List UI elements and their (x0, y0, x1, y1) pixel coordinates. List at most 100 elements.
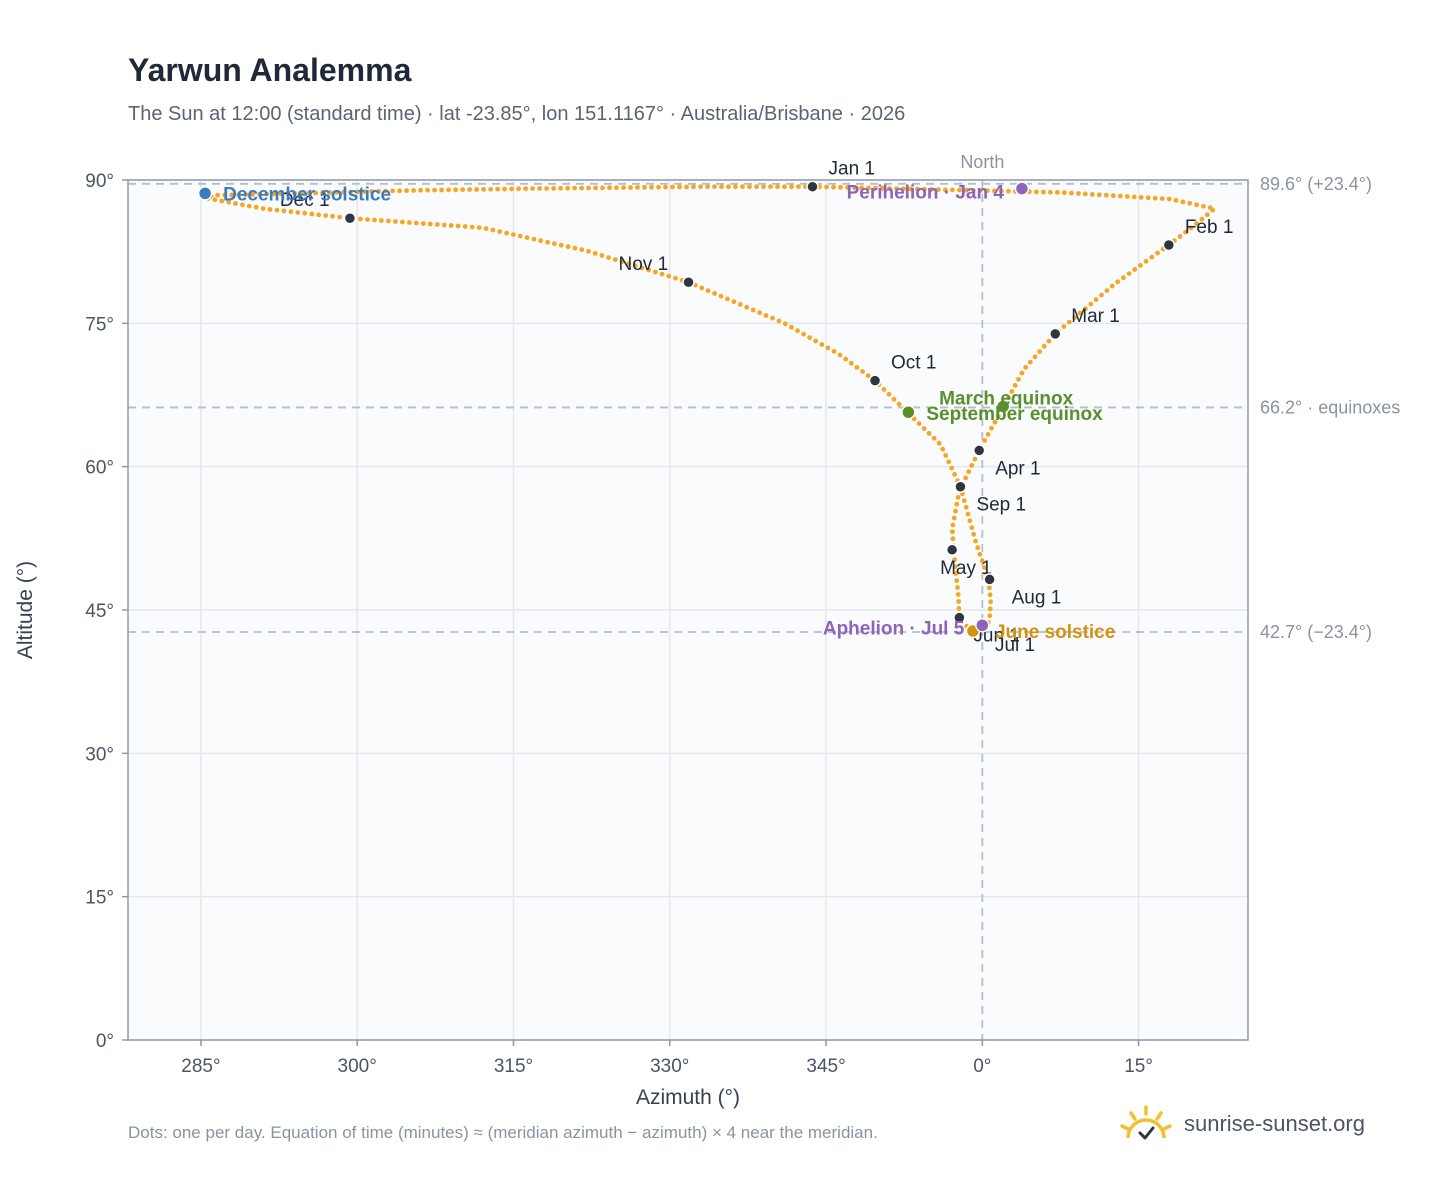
reference-line-label: 89.6° (+23.4°) (1260, 174, 1372, 194)
daily-dot (579, 185, 584, 191)
daily-dot (837, 352, 843, 358)
month-marker-may-1[interactable] (945, 543, 959, 557)
daily-dot (922, 186, 927, 192)
daily-dot (233, 201, 238, 206)
daily-dot (1103, 192, 1109, 198)
daily-dot (341, 189, 346, 195)
daily-dot (936, 187, 941, 193)
daily-dot (404, 188, 409, 194)
daily-dot (593, 185, 598, 191)
month-marker-apr-1[interactable] (972, 444, 986, 457)
month-marker-aug-1[interactable] (983, 573, 996, 586)
daily-dot (537, 186, 542, 191)
y-tick-label: 15° (85, 888, 114, 909)
daily-dot (1173, 198, 1179, 203)
north-label: North (960, 152, 1004, 172)
daily-dot (538, 238, 544, 244)
daily-dot (789, 184, 794, 190)
daily-dot (726, 184, 731, 190)
daily-dot (474, 187, 479, 192)
month-marker-oct-1[interactable] (868, 374, 882, 387)
month-marker-feb-1[interactable] (1162, 238, 1176, 252)
daily-dot (1194, 202, 1199, 208)
daily-dot (337, 214, 342, 220)
y-tick-label: 0° (96, 1031, 114, 1052)
brand[interactable]: sunrise-sunset.org (1120, 1100, 1365, 1148)
event-marker-september-equinox[interactable] (901, 404, 916, 420)
daily-dot (987, 613, 993, 619)
daily-dot (334, 189, 339, 195)
event-marker-december-solstice[interactable] (197, 186, 213, 201)
daily-dot (219, 198, 225, 204)
event-marker-march-equinox[interactable] (995, 399, 1011, 414)
daily-dot (987, 592, 993, 598)
daily-dot (901, 186, 906, 192)
daily-dot (988, 599, 993, 605)
daily-dot (964, 187, 969, 193)
daily-dot (400, 219, 405, 225)
daily-dot (586, 185, 591, 191)
month-marker-jan-1[interactable] (806, 180, 819, 193)
daily-dot (565, 244, 571, 250)
daily-dot (1115, 279, 1121, 285)
daily-dot (956, 606, 962, 611)
daily-dot (516, 186, 521, 192)
daily-dot (908, 186, 913, 192)
x-tick-label: 15° (1124, 1056, 1153, 1077)
daily-dot (831, 349, 837, 354)
month-label-jul-1: Jul 1 (995, 635, 1035, 656)
daily-dot (592, 251, 598, 256)
reference-line-label: 66.2° · equinoxes (1260, 397, 1400, 417)
daily-dot (1016, 376, 1021, 382)
daily-dot (642, 184, 647, 190)
month-label-oct-1: Oct 1 (891, 353, 936, 374)
daily-dot (481, 187, 486, 192)
daily-dot (524, 235, 530, 241)
daily-dot (873, 185, 878, 191)
daily-dot (982, 438, 988, 443)
daily-dot (950, 187, 955, 193)
daily-dot (635, 185, 640, 190)
daily-dot (517, 233, 523, 239)
daily-dot (1194, 221, 1199, 227)
daily-dot (955, 592, 961, 597)
daily-dot (260, 206, 266, 212)
daily-dot (376, 188, 381, 194)
daily-dot (250, 192, 256, 197)
event-marker-perihelion-jan-4[interactable] (1014, 181, 1030, 196)
month-marker-dec-1[interactable] (343, 211, 357, 225)
x-tick-label: 330° (650, 1056, 689, 1077)
daily-dot (795, 328, 800, 334)
daily-dot (439, 187, 444, 193)
daily-dot (467, 187, 472, 193)
daily-dot (712, 291, 717, 296)
daily-dot (1012, 383, 1018, 388)
month-marker-mar-1[interactable] (1049, 327, 1062, 341)
daily-dot (552, 241, 557, 247)
y-tick-label: 75° (85, 314, 114, 335)
daily-dot (961, 498, 967, 503)
daily-dot (1072, 315, 1078, 320)
daily-dot (1152, 195, 1158, 201)
daily-dot (956, 599, 961, 604)
event-marker-aphelion-jul-5[interactable] (975, 618, 990, 633)
daily-dot (1104, 288, 1110, 293)
daily-dot (509, 186, 514, 192)
daily-dot (1062, 190, 1067, 196)
daily-dot (719, 184, 724, 190)
daily-dot (253, 204, 259, 210)
daily-dot (544, 186, 549, 191)
month-marker-nov-1[interactable] (682, 275, 695, 289)
daily-dot (831, 184, 836, 190)
month-marker-sep-1[interactable] (954, 480, 967, 493)
daily-dot (530, 186, 535, 192)
daily-dot (992, 188, 997, 194)
daily-dot (586, 249, 591, 254)
daily-dot (954, 578, 960, 583)
daily-dot (677, 184, 682, 190)
daily-dot (1027, 359, 1033, 365)
month-marker-jun-1[interactable] (953, 611, 966, 624)
daily-dot (1145, 195, 1151, 201)
event-label-september-equinox: September equinox (926, 404, 1103, 425)
daily-dot (306, 190, 312, 196)
